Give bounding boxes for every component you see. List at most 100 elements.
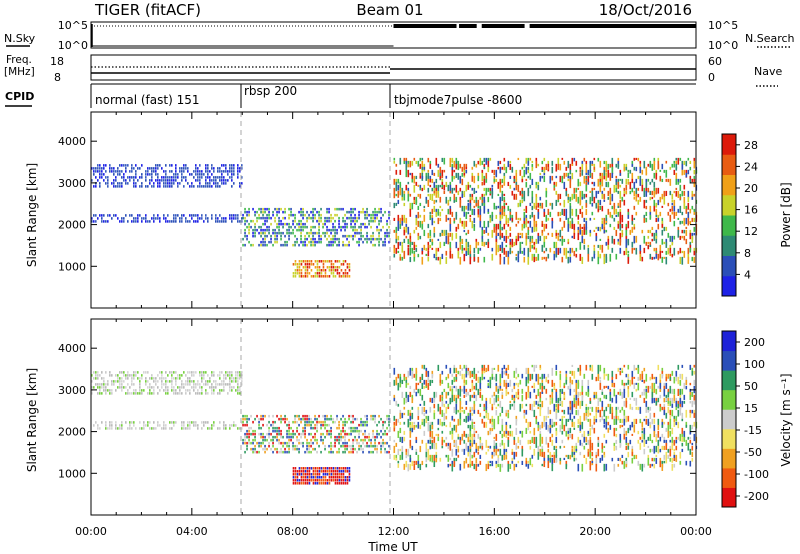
power-data-cell bbox=[330, 260, 333, 263]
power-data-cell bbox=[617, 223, 620, 229]
power-data-cell bbox=[113, 167, 115, 170]
power-data-cell bbox=[433, 232, 436, 238]
vel-data-cell bbox=[549, 436, 552, 443]
power-data-cell bbox=[328, 210, 330, 214]
power-data-cell bbox=[213, 179, 215, 182]
power-data-cell bbox=[386, 222, 388, 226]
vel-data-cell bbox=[258, 417, 260, 421]
power-data-cell bbox=[483, 256, 486, 263]
vel-data-cell bbox=[388, 450, 390, 454]
power-data-cell bbox=[278, 210, 280, 214]
vel-data-cell bbox=[597, 373, 600, 381]
power-data-cell bbox=[378, 234, 380, 238]
vel-data-cell bbox=[551, 439, 554, 446]
vel-data-cell bbox=[209, 386, 211, 389]
vel-data-cell bbox=[525, 379, 528, 387]
power-data-cell bbox=[497, 244, 500, 253]
power-data-cell bbox=[229, 214, 231, 217]
power-data-cell bbox=[115, 176, 117, 179]
power-data-cell bbox=[581, 235, 584, 244]
power-data-cell bbox=[491, 229, 494, 238]
power-data-cell bbox=[561, 226, 564, 231]
power-data-cell bbox=[659, 169, 662, 172]
power-data-cell bbox=[525, 157, 528, 164]
vel-data-cell bbox=[294, 470, 297, 473]
power-data-cell bbox=[539, 196, 542, 201]
power-data-cell bbox=[671, 205, 674, 212]
power-data-cell bbox=[589, 163, 592, 172]
vel-data-cell bbox=[268, 441, 270, 445]
power-data-cell bbox=[288, 222, 290, 226]
power-data-cell bbox=[595, 226, 598, 230]
vel-data-cell bbox=[511, 394, 514, 399]
vel-data-cell bbox=[561, 430, 564, 435]
vel-data-cell bbox=[503, 370, 506, 375]
power-data-cell bbox=[521, 196, 524, 200]
power-data-cell bbox=[503, 172, 506, 179]
vel-data-cell bbox=[366, 420, 368, 424]
vel-data-cell bbox=[288, 444, 290, 448]
vel-data-cell bbox=[453, 394, 456, 402]
power-data-cell bbox=[645, 205, 648, 210]
vel-data-cell bbox=[135, 374, 137, 377]
vel-data-cell bbox=[362, 432, 364, 436]
vel-data-cell bbox=[288, 423, 290, 427]
power-data-cell bbox=[330, 272, 333, 275]
vel-data-cell bbox=[304, 450, 306, 454]
vel-data-cell bbox=[157, 374, 159, 377]
power-data-cell bbox=[619, 199, 622, 208]
vel-data-cell bbox=[364, 438, 366, 442]
power-data-cell bbox=[643, 214, 646, 220]
vel-data-cell bbox=[308, 473, 311, 476]
vel-data-cell bbox=[461, 433, 464, 441]
power-data-cell bbox=[589, 217, 592, 221]
vel-data-cell bbox=[292, 432, 294, 436]
power-data-cell bbox=[139, 185, 141, 188]
power-data-cell bbox=[673, 247, 676, 256]
vel-data-cell bbox=[324, 479, 327, 482]
vel-data-cell bbox=[342, 414, 344, 418]
vel-data-cell bbox=[613, 418, 616, 426]
power-data-cell bbox=[332, 263, 335, 266]
power-data-cell bbox=[340, 269, 343, 272]
power-data-cell bbox=[183, 164, 185, 167]
vel-data-cell bbox=[429, 409, 432, 413]
power-data-cell bbox=[316, 263, 319, 266]
power-data-cell bbox=[541, 220, 544, 225]
vel-data-cell bbox=[239, 374, 241, 377]
vel-data-cell bbox=[183, 371, 185, 374]
vel-data-cell bbox=[374, 441, 376, 445]
power-data-cell bbox=[362, 207, 364, 211]
power-data-cell bbox=[671, 253, 674, 258]
power-data-cell bbox=[445, 181, 448, 187]
vel-data-cell bbox=[342, 444, 344, 448]
power-data-cell bbox=[543, 211, 546, 217]
power-data-cell bbox=[581, 169, 584, 176]
power-data-cell bbox=[449, 196, 452, 202]
power-data-cell bbox=[318, 225, 320, 229]
power-data-cell bbox=[477, 160, 480, 165]
vel-data-cell bbox=[489, 445, 492, 449]
power-data-cell bbox=[543, 208, 546, 214]
vel-data-cell bbox=[282, 417, 284, 421]
power-data-cell bbox=[537, 235, 540, 244]
power-data-cell bbox=[237, 176, 239, 179]
vel-data-cell bbox=[97, 386, 99, 389]
vel-data-cell bbox=[401, 451, 404, 460]
power-data-cell bbox=[585, 178, 588, 181]
power-data-cell bbox=[521, 178, 524, 183]
vel-data-cell bbox=[563, 397, 566, 401]
power-data-cell bbox=[318, 228, 320, 232]
power-data-cell bbox=[215, 185, 217, 188]
power-data-cell bbox=[384, 237, 386, 241]
power-data-cell bbox=[197, 176, 199, 179]
vel-data-cell bbox=[386, 426, 388, 430]
vel-data-cell bbox=[149, 427, 151, 430]
vel-data-cell bbox=[475, 463, 478, 471]
power-data-cell bbox=[591, 202, 594, 207]
power-data-cell bbox=[435, 190, 438, 198]
power-data-cell bbox=[229, 170, 231, 173]
power-data-cell bbox=[334, 228, 336, 232]
vel-data-cell bbox=[427, 415, 430, 422]
vel-data-cell bbox=[437, 427, 440, 431]
